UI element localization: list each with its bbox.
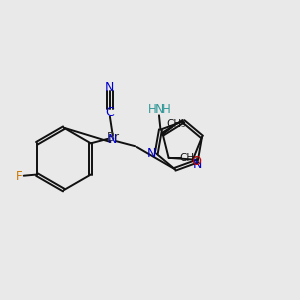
Text: N: N xyxy=(105,81,115,94)
Text: N: N xyxy=(155,103,164,116)
Text: N: N xyxy=(108,133,118,146)
Text: O: O xyxy=(191,155,201,168)
Text: F: F xyxy=(16,169,23,182)
Text: Br: Br xyxy=(106,131,120,144)
Text: N: N xyxy=(147,147,157,160)
Text: C: C xyxy=(106,106,114,119)
Text: H: H xyxy=(162,103,171,116)
Text: H: H xyxy=(148,103,157,116)
Text: CH₃: CH₃ xyxy=(167,119,186,129)
Text: N: N xyxy=(193,158,203,171)
Text: CH₃: CH₃ xyxy=(179,153,198,163)
